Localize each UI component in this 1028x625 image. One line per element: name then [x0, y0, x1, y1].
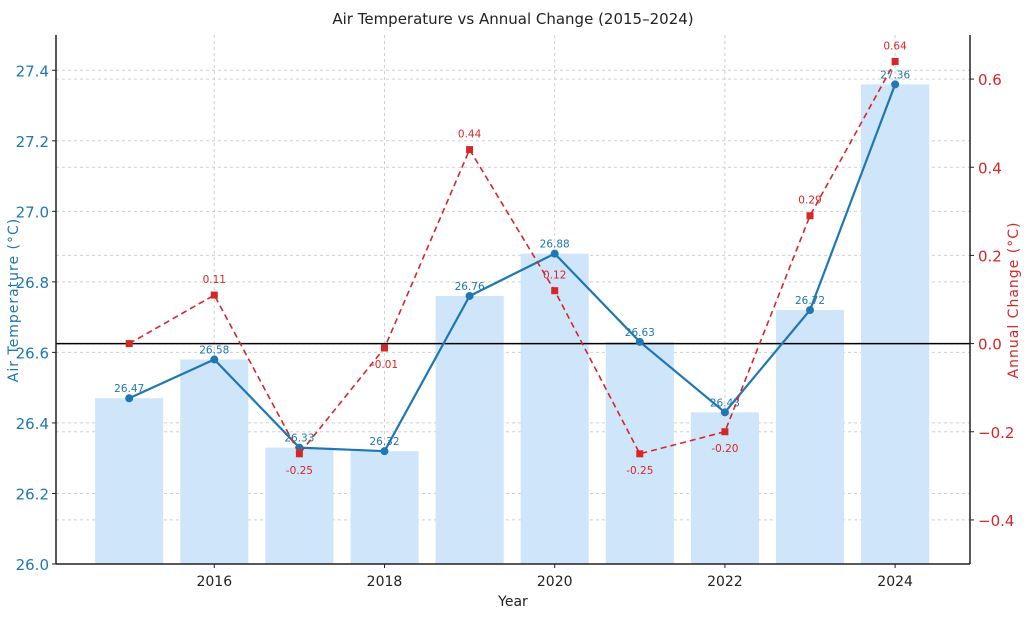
- bar: [350, 451, 419, 564]
- axes: 26.0 26.2 26.4 26.6 26.8 27.0 27.2 27.4 −0.4 −0.2…: [16, 35, 1014, 590]
- bar: [95, 398, 164, 564]
- annual-change-label: 0.64: [883, 40, 907, 52]
- series-lines: 26.47 26.58 26.33 26.32 26.76 26.88 26.63 26.43…: [114, 40, 910, 476]
- annual-change-label: 0.44: [458, 129, 482, 141]
- temperature-label: 26.33: [284, 433, 314, 445]
- x-tick-label: 2022: [707, 574, 743, 590]
- temperature-point: [465, 291, 474, 300]
- annual-change-label: 0.12: [543, 270, 566, 282]
- y-left-tick-label: 27.2: [16, 133, 49, 151]
- bar: [775, 310, 845, 564]
- temperature-label: 26.47: [114, 383, 144, 395]
- bar: [435, 295, 504, 564]
- x-tick-label: 2016: [196, 574, 232, 590]
- temperature-label: 26.76: [455, 281, 485, 293]
- temperature-label: 26.88: [540, 239, 570, 251]
- chart-title: Air Temperature vs Annual Change (2015–2…: [332, 10, 693, 28]
- y-axis-right-label: Annual Change (°C): [1006, 222, 1022, 379]
- temperature-label: 26.32: [369, 436, 399, 448]
- temperature-label: 26.43: [710, 397, 740, 409]
- annual-change-label: 0.29: [798, 195, 821, 207]
- temperature-point: [125, 394, 134, 403]
- annual-change-point: [806, 212, 814, 220]
- temperature-label: 26.63: [625, 327, 655, 339]
- annual-change-point: [210, 291, 218, 299]
- temperature-point: [720, 408, 729, 417]
- bar: [180, 359, 249, 564]
- x-tick-label: 2020: [537, 574, 573, 590]
- temperature-point: [635, 337, 644, 346]
- y-left-tick-label: 27.0: [16, 203, 49, 221]
- x-tick-label: 2018: [367, 574, 403, 590]
- temperature-line: [128, 83, 897, 453]
- annual-change-label: 0.11: [203, 274, 226, 286]
- temperature-point: [550, 249, 559, 258]
- y-left-tick-label: 26.4: [16, 415, 49, 433]
- y-right-tick-label: 0.4: [978, 159, 1002, 177]
- temperature-label: 26.72: [795, 295, 825, 307]
- annual-change-label: -0.25: [286, 465, 313, 477]
- annual-change-label: -0.25: [626, 465, 653, 477]
- y-axis-left-label: Air Temperature (°C): [6, 218, 22, 383]
- annual-change-point: [551, 287, 559, 295]
- y-right-tick-label: 0.2: [978, 247, 1002, 265]
- y-right-tick-label: −0.4: [978, 512, 1014, 530]
- y-left-tick-label: 26.0: [16, 556, 49, 574]
- y-left-tick-label: 27.4: [16, 62, 49, 80]
- annual-change-point: [721, 428, 729, 436]
- bar: [520, 253, 589, 565]
- y-left-tick-label: 26.6: [16, 344, 49, 362]
- y-left-tick-label: 26.2: [16, 485, 49, 503]
- x-axis-label: Year: [497, 594, 528, 610]
- y-right-tick-label: 0.6: [978, 71, 1002, 89]
- temperature-point: [380, 447, 389, 456]
- annual-change-label: -0.01: [371, 359, 398, 371]
- annual-change-point: [466, 146, 474, 154]
- temperature-point: [891, 80, 900, 89]
- temperature-label: 26.58: [199, 344, 229, 356]
- temperature-point: [210, 355, 219, 364]
- annual-change-label: -0.20: [711, 443, 738, 455]
- x-tick-label: 2024: [877, 574, 913, 590]
- annual-change-point: [636, 450, 644, 458]
- temperature-point: [806, 306, 815, 315]
- bar: [265, 447, 334, 564]
- annual-change-point: [891, 57, 899, 65]
- y-left-tick-label: 26.8: [16, 274, 49, 292]
- temperature-label: 27.36: [880, 69, 910, 81]
- y-right-tick-label: 0.0: [978, 336, 1002, 354]
- annual-change-point: [380, 344, 388, 352]
- bars: [95, 84, 930, 565]
- annual-change-line: [128, 61, 896, 456]
- annual-change-point: [295, 450, 303, 458]
- y-right-tick-label: −0.2: [978, 424, 1014, 442]
- annual-change-point: [125, 340, 133, 348]
- bar: [861, 84, 930, 564]
